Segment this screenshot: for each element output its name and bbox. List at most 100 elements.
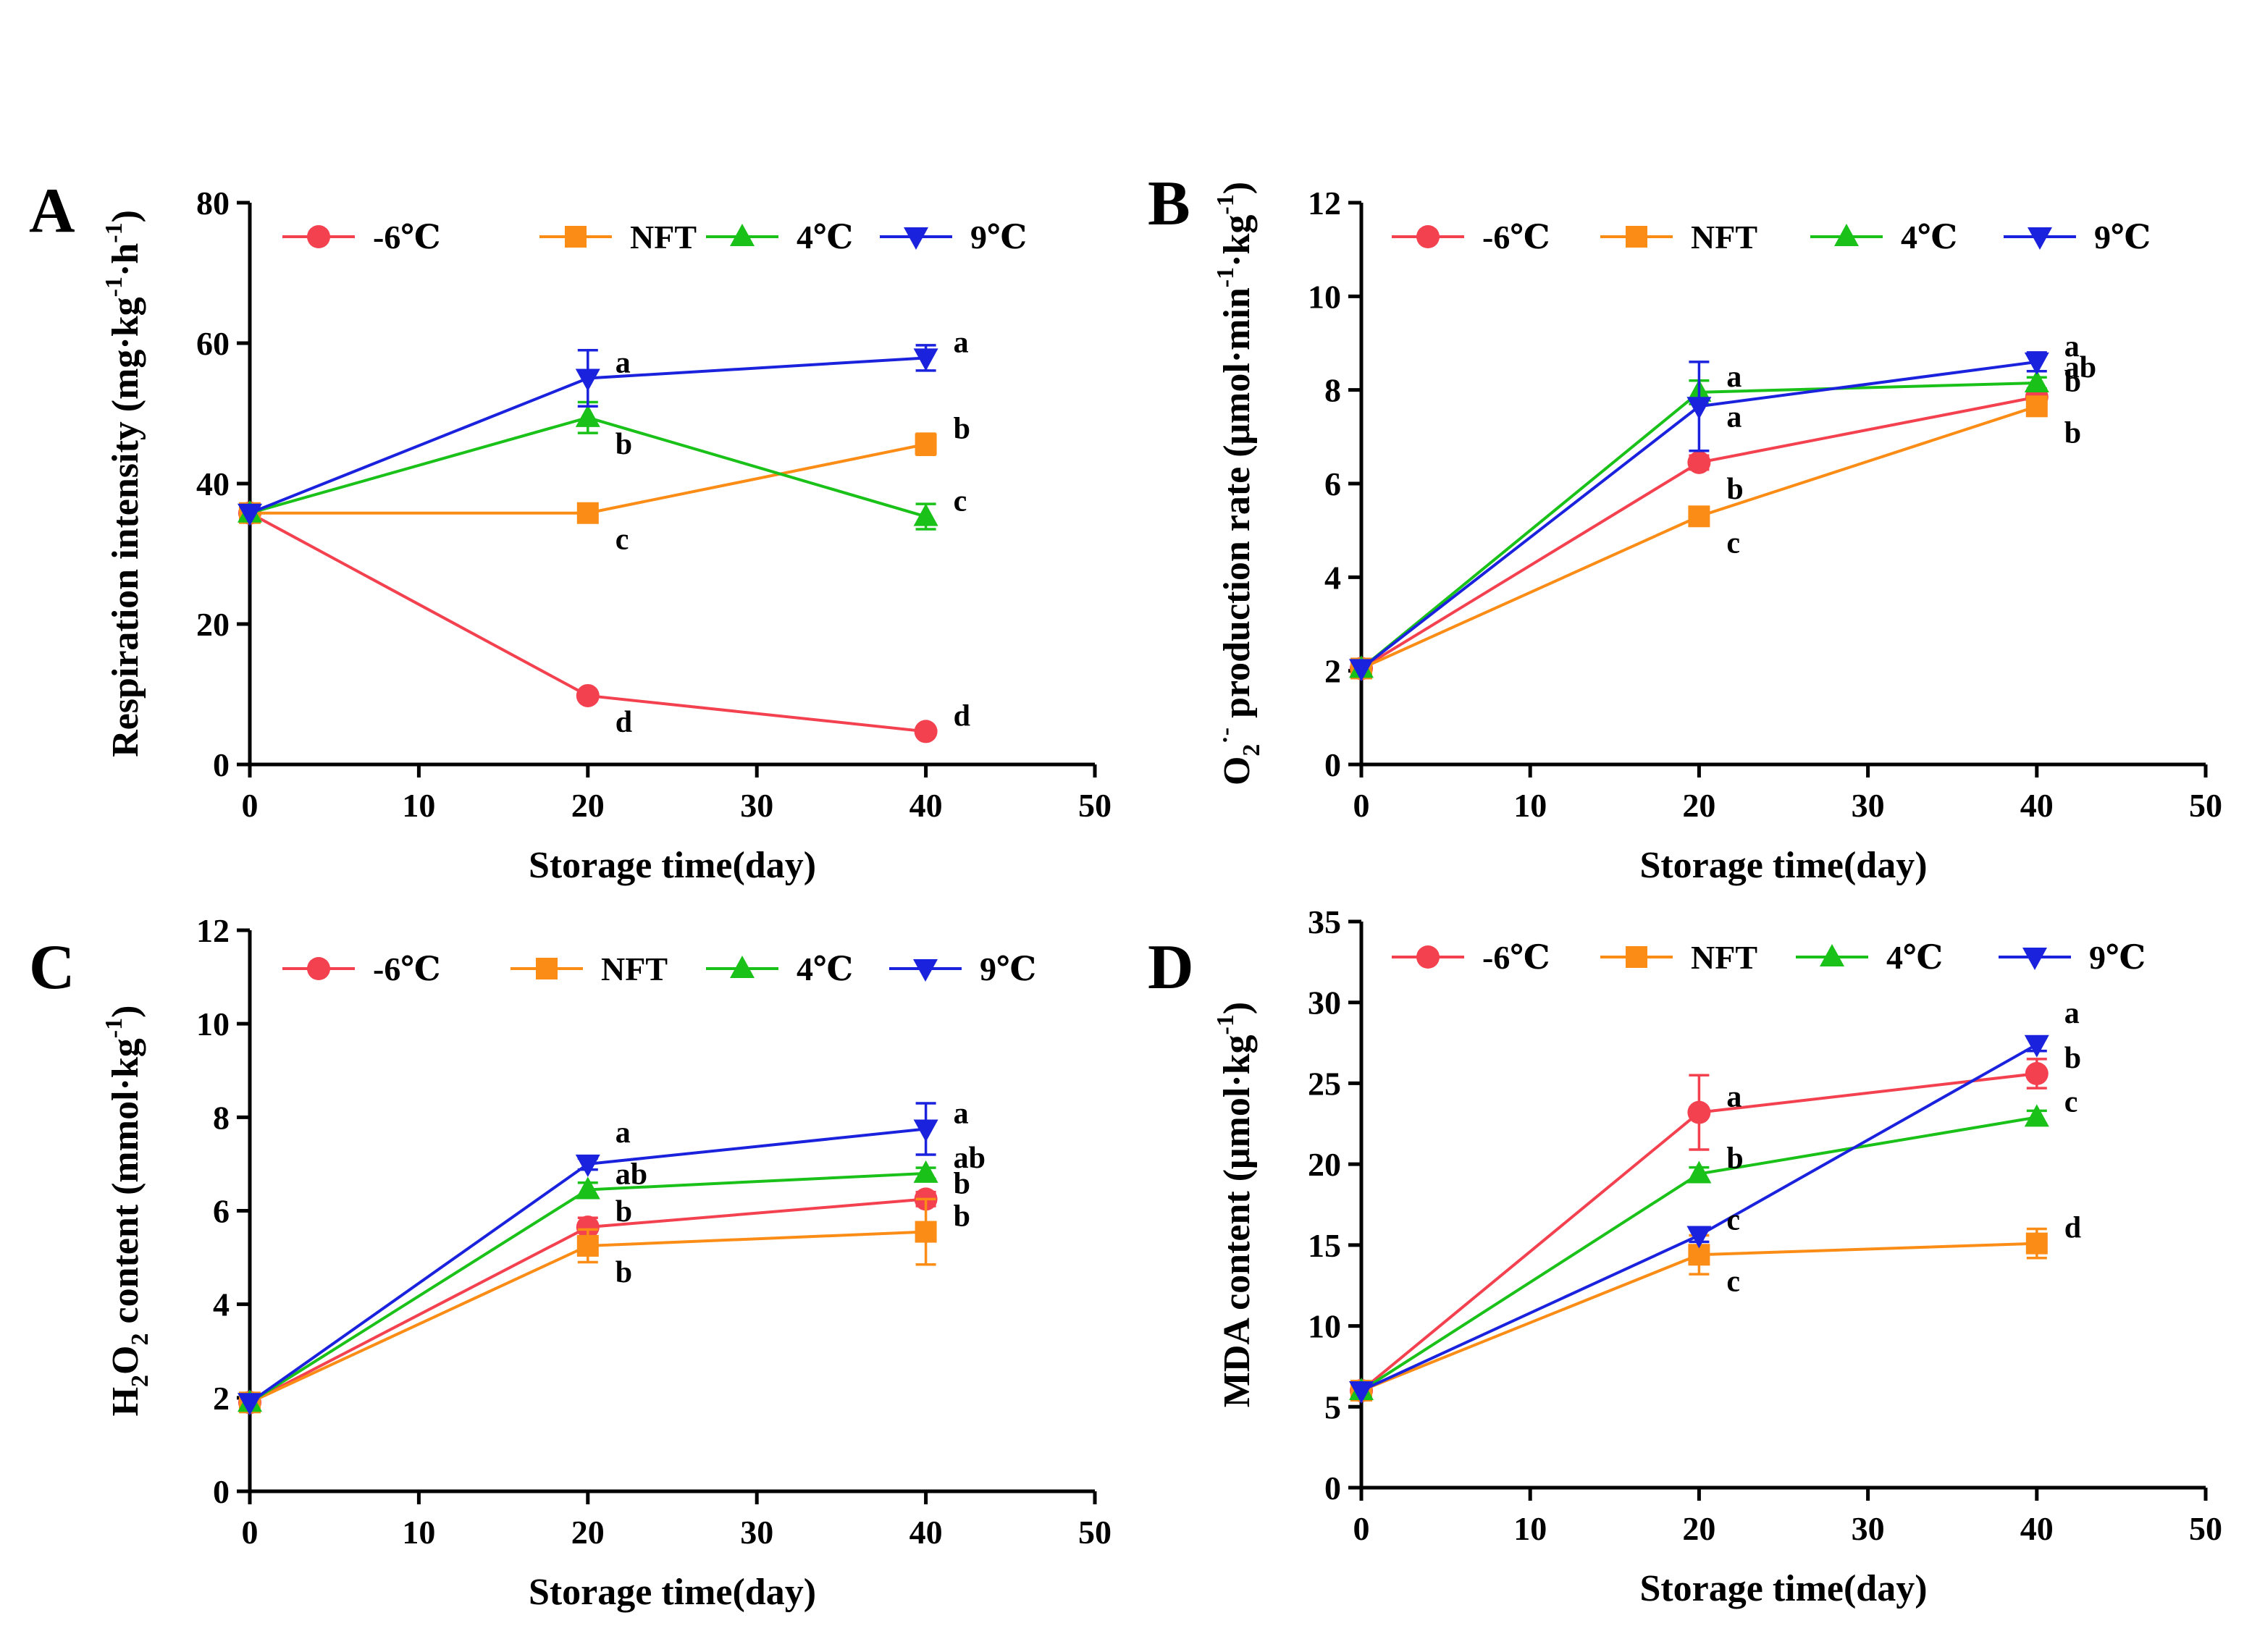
- significance-label: a: [954, 326, 969, 359]
- y-tick-label: 80: [196, 185, 230, 222]
- x-tick-label: 0: [1353, 787, 1370, 824]
- legend-label: 4℃: [1901, 219, 1957, 256]
- chart-panel-b: B 0 2 4 6 8 10 12 0 10 20 30 40 50 Storage time(day) O2…: [1148, 169, 2222, 886]
- data-point: [576, 1215, 600, 1239]
- x-tick-label: 50: [1078, 787, 1112, 824]
- x-axis-title: Storage time(day): [529, 845, 816, 886]
- legend-label: -6℃: [1482, 939, 1550, 976]
- data-point: [576, 502, 599, 524]
- data-point: [576, 1234, 599, 1257]
- legend-marker: [307, 225, 330, 248]
- data-point: [913, 1119, 938, 1142]
- legend-marker: [1416, 945, 1440, 969]
- x-tick-label: 30: [740, 1514, 773, 1551]
- legend-label: NFT: [601, 951, 668, 987]
- legend-label: NFT: [1691, 219, 1757, 256]
- significance-label: c: [2064, 1085, 2078, 1118]
- x-tick-label: 10: [1513, 1510, 1547, 1547]
- legend-marker: [913, 959, 938, 982]
- chart-panel-a: A 0 20 40 60 80 0 10 20 30 40 50 Storage time(day) Re…: [29, 176, 1112, 886]
- y-tick-label: 2: [1324, 653, 1341, 690]
- legend-marker: [2022, 948, 2047, 970]
- data-point: [238, 1393, 262, 1416]
- data-point: [2024, 1034, 2049, 1058]
- panel-letter: D: [1148, 932, 1194, 1003]
- y-axis-title: Respiration intensity (mg·kg-1·h-1): [101, 210, 146, 757]
- legend-marker: [904, 227, 928, 250]
- data-point: [1349, 1381, 1374, 1404]
- significance-label: c: [1726, 526, 1740, 560]
- x-tick-label: 30: [1852, 1510, 1885, 1547]
- significance-label: b: [615, 1195, 632, 1229]
- y-axis-title: H2O2 content (mmol·kg-1): [101, 1006, 154, 1417]
- legend: -6℃ NFT 4℃ 9℃: [282, 951, 1036, 987]
- x-tick-label: 0: [242, 1514, 259, 1551]
- x-axis-title: Storage time(day): [1639, 1568, 1927, 1609]
- legend-label: NFT: [630, 219, 697, 256]
- legend: -6℃ NFT 4℃ 9℃: [282, 219, 1027, 256]
- significance-label: c: [1726, 1203, 1740, 1236]
- x-tick-label: 50: [1078, 1514, 1112, 1551]
- x-tick-label: 40: [909, 1514, 943, 1551]
- legend-label: -6℃: [373, 219, 440, 256]
- data-point: [915, 433, 937, 455]
- x-tick-label: 40: [2020, 1510, 2054, 1547]
- y-tick-label: 6: [1324, 465, 1341, 502]
- significance-label: b: [1726, 1142, 1743, 1176]
- legend-label: NFT: [1691, 939, 1757, 976]
- chart-panel-d: D 0 5 10 15 20 25 30 35 0 10 20 30 40 50 Storage time(d…: [1148, 903, 2222, 1609]
- significance-label: b: [954, 413, 970, 446]
- x-tick-label: 20: [1682, 1510, 1715, 1547]
- legend-marker: [1820, 944, 1844, 966]
- legend-label: 9℃: [2089, 939, 2146, 976]
- y-tick-label: 40: [196, 465, 230, 502]
- significance-label: d: [615, 706, 632, 739]
- data-point: [575, 368, 600, 392]
- data-point: [575, 1176, 600, 1200]
- x-tick-label: 40: [2020, 787, 2054, 824]
- significance-label: a: [615, 1116, 631, 1150]
- x-tick-label: 50: [2189, 787, 2222, 824]
- y-tick-label: 0: [213, 746, 230, 783]
- data-point: [2025, 395, 2048, 418]
- significance-label: c: [1726, 1265, 1740, 1298]
- data-point: [2024, 369, 2049, 392]
- panel-letter: A: [29, 176, 75, 246]
- x-axis-title: Storage time(day): [529, 1572, 816, 1613]
- x-tick-label: 20: [571, 1514, 605, 1551]
- significance-label: b: [2064, 365, 2081, 398]
- data-point: [915, 1221, 937, 1243]
- data-point: [575, 1154, 600, 1177]
- legend-marker: [307, 957, 330, 980]
- significance-label: ab: [615, 1158, 647, 1191]
- significance-label: a: [615, 347, 631, 380]
- y-tick-label: 2: [213, 1380, 230, 1417]
- significance-label: d: [2064, 1212, 2081, 1245]
- data-point: [1688, 505, 1710, 528]
- legend-marker: [565, 226, 587, 248]
- legend-label: -6℃: [1482, 219, 1550, 256]
- significance-label: a: [1726, 400, 1741, 434]
- legend: -6℃ NFT 4℃ 9℃: [1392, 939, 2146, 976]
- y-tick-label: 0: [213, 1473, 230, 1510]
- data-point: [2025, 1062, 2049, 1086]
- significance-label: a: [1726, 1081, 1741, 1114]
- significance-label: b: [615, 428, 632, 461]
- chart-panel-c: C 0 2 4 6 8 10 12 0 10 20 30 40 50 Storage time(day) H2…: [29, 912, 1112, 1613]
- y-tick-label: 35: [1308, 903, 1341, 940]
- x-tick-label: 20: [571, 787, 605, 824]
- legend-marker: [1626, 946, 1647, 968]
- y-tick-label: 6: [213, 1193, 230, 1230]
- x-tick-label: 30: [740, 787, 773, 824]
- x-tick-label: 20: [1682, 787, 1715, 824]
- significance-label: b: [2064, 416, 2081, 450]
- legend-label: 9℃: [970, 219, 1027, 256]
- x-tick-label: 0: [1353, 1510, 1370, 1547]
- x-tick-label: 50: [2189, 1510, 2222, 1547]
- significance-label: b: [1726, 473, 1743, 506]
- legend-marker: [536, 958, 558, 979]
- x-axis-title: Storage time(day): [1639, 845, 1927, 886]
- data-point: [913, 503, 938, 526]
- significance-label: b: [954, 1200, 970, 1234]
